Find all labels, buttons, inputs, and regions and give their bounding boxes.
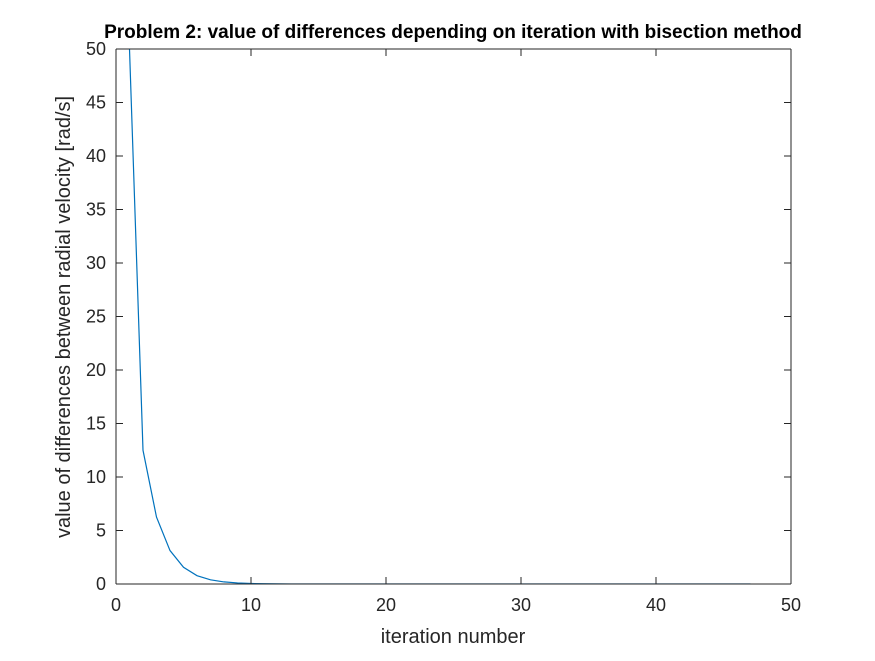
chart-title: Problem 2: value of differences dependin… [104,22,802,43]
x-axis-title: iteration number [381,626,526,648]
y-tick-label: 45 [86,93,106,113]
y-tick-label: 0 [96,574,106,594]
series-line-1 [128,49,751,584]
y-tick-label: 40 [86,146,106,166]
y-tick-label: 25 [86,307,106,327]
y-tick-label: 30 [86,253,106,273]
y-tick-label: 10 [86,467,106,487]
y-tick-label: 5 [96,521,106,541]
plot-area [116,49,791,584]
y-tick-label: 20 [86,360,106,380]
x-tick-label: 50 [781,595,801,615]
y-axis-title: value of differences between radial velo… [53,96,75,538]
x-tick-label: 40 [646,595,666,615]
x-tick-label: 20 [376,595,396,615]
x-tick-label: 30 [511,595,531,615]
x-tick-label: 10 [241,595,261,615]
y-tick-label: 15 [86,414,106,434]
x-tick-label: 0 [111,595,121,615]
y-tick-label: 50 [86,39,106,59]
y-tick-label: 35 [86,200,106,220]
